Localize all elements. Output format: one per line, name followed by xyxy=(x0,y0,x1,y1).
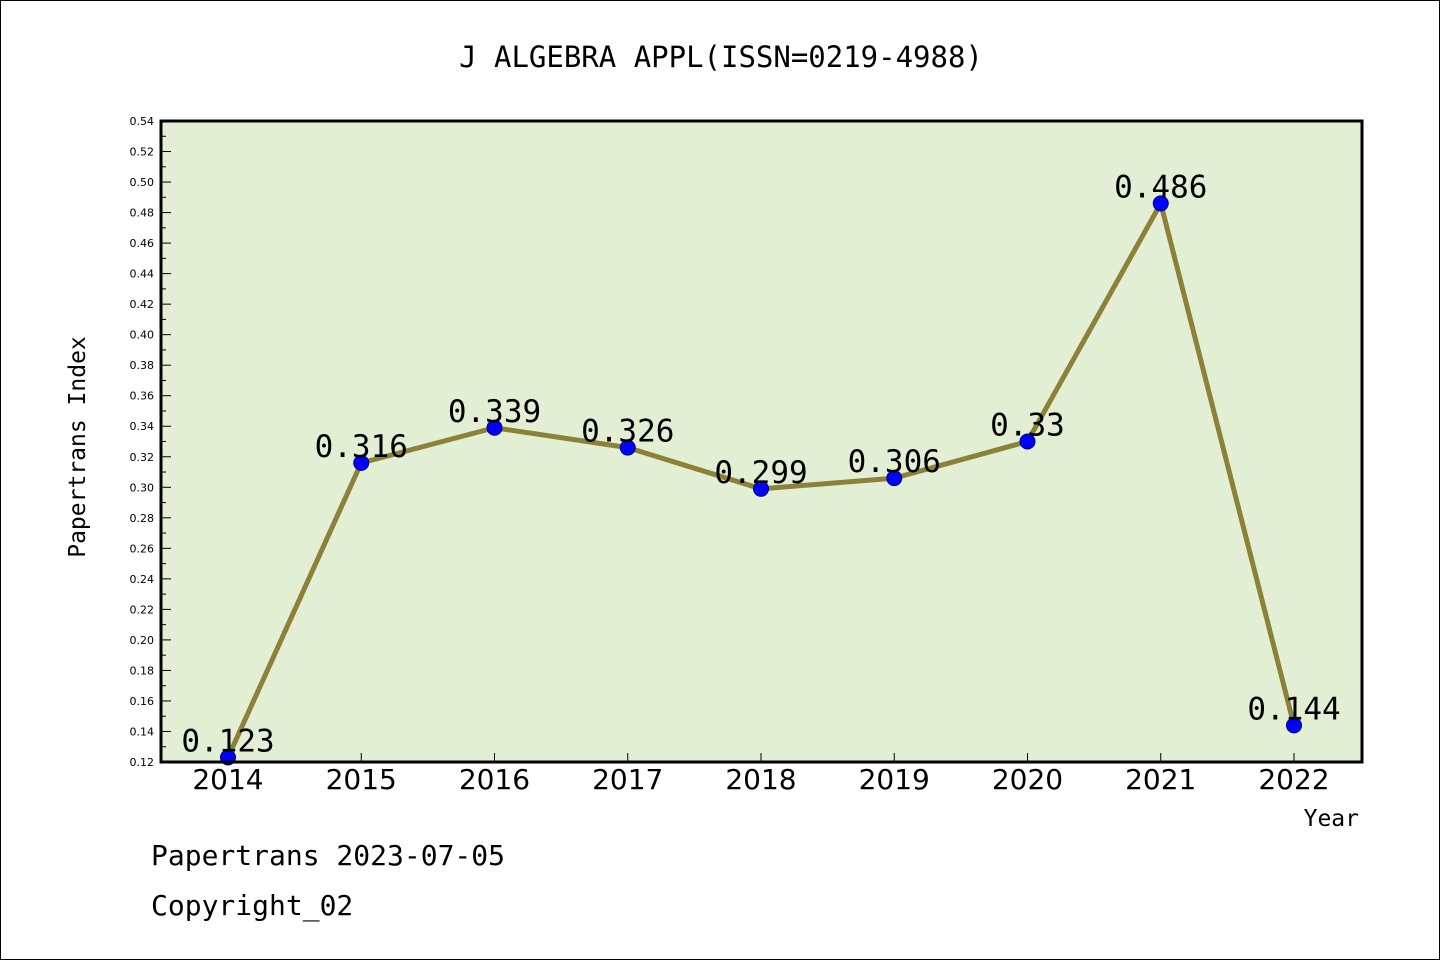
y-axis-label: Papertrans Index xyxy=(65,336,91,558)
x-tick-label: 2016 xyxy=(459,763,530,796)
y-tick-label: 0.26 xyxy=(130,542,155,555)
x-axis-label: Year xyxy=(1304,806,1359,832)
y-tick-label: 0.42 xyxy=(130,298,155,311)
data-point xyxy=(1019,433,1036,450)
data-point xyxy=(753,480,769,497)
plot-area xyxy=(161,121,1362,762)
chart-title: J ALGEBRA APPL(ISSN=0219-4988) xyxy=(459,40,983,74)
x-axis: 2014 2015 2016 2017 2018 2019 2020 2021 2022 xyxy=(192,753,1330,796)
y-tick-label: 0.14 xyxy=(130,725,155,738)
x-tick-label: 2020 xyxy=(992,763,1063,796)
data-point xyxy=(1286,717,1302,734)
x-tick-label: 2018 xyxy=(725,763,796,796)
y-tick-label: 0.24 xyxy=(130,573,155,586)
data-label: 0.326 xyxy=(581,414,674,450)
y-tick-label: 0.54 xyxy=(130,115,155,128)
y-tick-label: 0.52 xyxy=(130,146,155,159)
y-tick-label: 0.50 xyxy=(130,176,155,189)
plot-border xyxy=(159,119,1364,764)
x-tick-label: 2022 xyxy=(1258,763,1329,796)
data-point xyxy=(353,454,370,471)
footer-copyright: Copyright_02 xyxy=(151,889,353,923)
data-point xyxy=(486,419,503,436)
data-label: 0.486 xyxy=(1114,169,1207,205)
data-point xyxy=(886,470,903,487)
series-layer xyxy=(220,195,1302,766)
y-tick-label: 0.12 xyxy=(130,756,155,769)
y-axis: 0.12 0.14 0.16 0.18 0.20 0.22 0.24 0.26 0.28 0.30… xyxy=(130,115,171,769)
data-label: 0.144 xyxy=(1247,691,1340,727)
x-tick-label: 2019 xyxy=(859,763,930,796)
y-tick-label: 0.48 xyxy=(130,207,155,220)
y-tick-label: 0.18 xyxy=(130,664,155,677)
y-tick-label: 0.28 xyxy=(130,512,155,525)
data-label: 0.123 xyxy=(181,723,274,759)
data-label: 0.306 xyxy=(848,444,941,480)
y-tick-label: 0.16 xyxy=(130,695,155,708)
y-tick-label: 0.20 xyxy=(130,634,155,647)
x-tick-label: 2014 xyxy=(192,763,263,796)
data-label: 0.33 xyxy=(990,408,1065,444)
y-tick-label: 0.32 xyxy=(130,451,155,464)
y-tick-label: 0.38 xyxy=(130,359,155,372)
data-label: 0.339 xyxy=(448,394,541,430)
footer-date: Papertrans 2023-07-05 xyxy=(151,839,505,872)
data-point xyxy=(619,439,636,456)
data-point xyxy=(1152,195,1169,212)
data-label: 0.299 xyxy=(714,455,807,491)
y-tick-label: 0.30 xyxy=(130,481,155,494)
x-tick-label: 2017 xyxy=(592,763,663,796)
data-labels: 0.123 0.316 0.339 0.326 0.299 0.306 0.33 0.486 0… xyxy=(181,169,1340,759)
x-tick-label: 2021 xyxy=(1125,763,1196,796)
y-tick-label: 0.36 xyxy=(130,390,155,403)
y-tick-label: 0.40 xyxy=(130,329,155,342)
y-tick-label: 0.44 xyxy=(130,268,155,281)
y-tick-label: 0.34 xyxy=(130,420,155,433)
data-label: 0.316 xyxy=(315,429,408,465)
y-tick-label: 0.46 xyxy=(130,237,155,250)
x-tick-label: 2015 xyxy=(326,763,397,796)
y-tick-label: 0.22 xyxy=(130,603,155,616)
